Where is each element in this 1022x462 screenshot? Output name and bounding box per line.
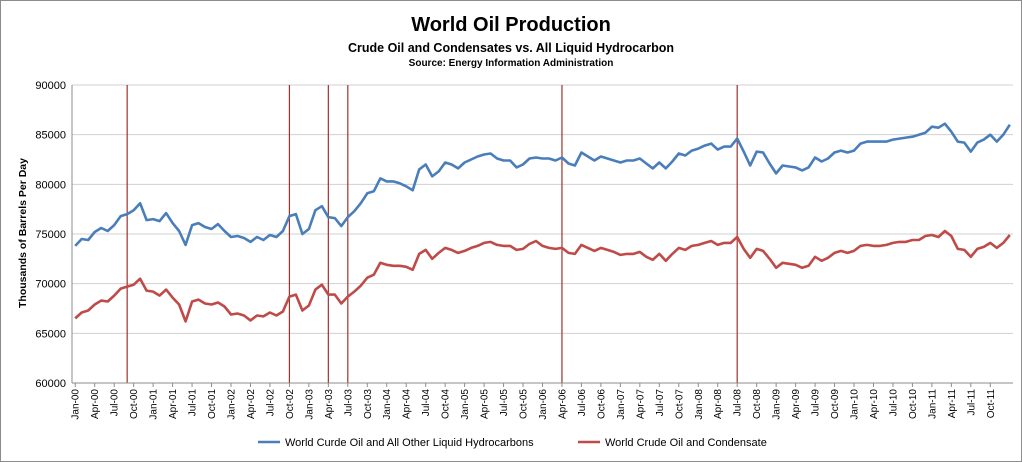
x-tick-label: Oct-05: [519, 389, 530, 419]
x-tick-label: Jan-04: [382, 389, 393, 420]
x-tick-label: Jan-09: [772, 389, 783, 420]
x-tick-label: Jul-05: [499, 389, 510, 417]
x-tick-label: Jan-01: [149, 389, 160, 420]
x-tick-label: Jan-02: [226, 389, 237, 420]
event-markers: [126, 85, 738, 383]
legend: World Curde Oil and All Other Liquid Hyd…: [258, 437, 767, 449]
x-tick-label: Apr-08: [713, 389, 724, 419]
x-tick-label: Oct-08: [752, 389, 763, 419]
axes: [71, 85, 1013, 387]
x-tick-label: Oct-10: [908, 389, 919, 419]
x-tick-label: Jul-00: [110, 389, 121, 417]
y-tick-labels: 60000 65000 70000 75000 80000 85000 90000: [35, 80, 66, 390]
y-tick-label: 85000: [35, 130, 66, 142]
x-tick-label: Oct-06: [596, 389, 607, 419]
x-tick-label: Oct-11: [986, 389, 997, 419]
x-tick-label: Jul-01: [188, 389, 199, 417]
x-tick-label: Oct-00: [129, 389, 140, 419]
y-tick-label: 75000: [35, 229, 66, 241]
y-tick-label: 90000: [35, 80, 66, 92]
x-tick-label: Jan-11: [927, 389, 938, 419]
x-tick-label: Oct-09: [830, 389, 841, 419]
legend-label-1: World Curde Oil and All Other Liquid Hyd…: [285, 437, 534, 449]
x-tick-label: Apr-05: [480, 389, 491, 419]
x-tick-label: Jan-10: [850, 389, 861, 420]
x-tick-label: Apr-00: [90, 389, 101, 419]
x-tick-label: Jul-11: [966, 389, 977, 416]
x-tick-label: Apr-11: [947, 389, 958, 419]
x-tick-label: Apr-10: [869, 389, 880, 419]
x-tick-label: Jan-08: [694, 389, 705, 420]
x-tick-label: Jan-07: [616, 389, 627, 420]
x-tick-label: Jul-10: [888, 389, 899, 417]
x-tick-label: Jan-05: [460, 389, 471, 420]
series-line-1: [74, 122, 1011, 247]
x-tick-label: Jul-02: [265, 389, 276, 417]
x-tick-label: Apr-02: [246, 389, 257, 419]
x-tick-label: Oct-03: [363, 389, 374, 419]
series-line-2: [74, 229, 1011, 323]
y-axis-label: Thousands of Barrels Per Day: [17, 158, 29, 308]
gridlines: [72, 84, 1013, 334]
x-tick-label: Jul-09: [811, 389, 822, 417]
x-tick-label: Apr-04: [402, 389, 413, 419]
x-tick-label: Jul-06: [577, 389, 588, 417]
x-tick-label: Apr-01: [168, 389, 179, 419]
series-lines: [74, 122, 1011, 323]
chart-title: World Oil Production: [411, 14, 611, 36]
x-tick-label: Jul-04: [421, 389, 432, 417]
x-tick-label: Jul-07: [655, 389, 666, 417]
x-tick-label: Apr-06: [557, 389, 568, 419]
x-tick-label: Jan-03: [304, 389, 315, 420]
x-tick-label: Jan-00: [71, 389, 82, 420]
x-tick-labels: Jan-00 Apr-00 Jul-00 Oct-00 Jan-01 Apr-01 Jul-…: [71, 389, 997, 420]
legend-label-2: World Crude Oil and Condensate: [605, 437, 767, 449]
x-tick-label: Apr-03: [324, 389, 335, 419]
x-tick-label: Oct-02: [285, 389, 296, 419]
y-tick-label: 60000: [35, 378, 66, 390]
x-tick-label: Oct-04: [441, 389, 452, 419]
x-tick-label: Oct-07: [674, 389, 685, 419]
x-tick-label: Apr-07: [635, 389, 646, 419]
y-tick-label: 70000: [35, 279, 66, 291]
x-tick-label: Jul-03: [343, 389, 354, 417]
y-tick-label: 65000: [35, 328, 66, 340]
x-tick-label: Jul-08: [733, 389, 744, 417]
chart-subtitle: Crude Oil and Condensates vs. All Liquid…: [348, 41, 674, 55]
x-tick-label: Jan-06: [538, 389, 549, 420]
x-tick-label: Apr-09: [791, 389, 802, 419]
chart-source: Source: Energy Information Administratio…: [409, 58, 614, 69]
x-tick-label: Oct-01: [207, 389, 218, 419]
y-tick-label: 80000: [35, 179, 66, 191]
